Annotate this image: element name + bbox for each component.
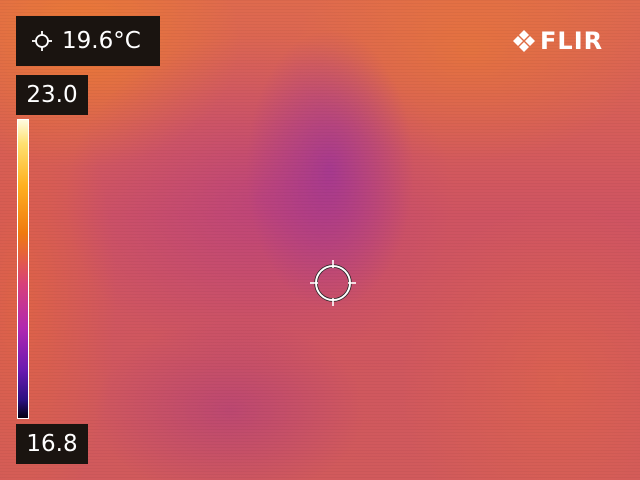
- scale-max-label: 23.0: [16, 75, 88, 115]
- scale-min-label: 16.8: [16, 424, 88, 464]
- flir-logo: FLIR: [512, 27, 612, 55]
- spot-temperature-readout: 19.6°C: [16, 16, 160, 66]
- spot-temperature-value: 19.6°C: [62, 28, 141, 54]
- flir-logo-text: FLIR: [540, 27, 604, 55]
- spot-reticle-icon: [310, 260, 356, 306]
- crosshair-icon: [32, 31, 52, 51]
- temperature-color-scale: [17, 119, 29, 419]
- flir-logo-icon: [513, 30, 535, 52]
